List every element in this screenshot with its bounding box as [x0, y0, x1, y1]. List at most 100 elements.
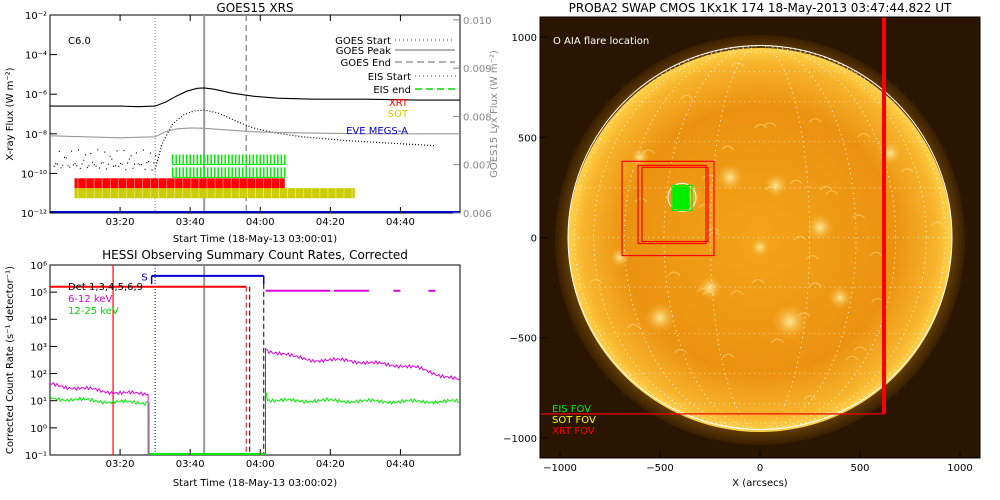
longitude-line	[574, 45, 946, 430]
hessi-legend-label: Det 1,3,4,5,6,9	[68, 282, 143, 293]
hessi-series-line-0	[50, 381, 149, 397]
hessi-y-tick-label: 10⁵	[30, 288, 47, 299]
hessi-y-tick-label: 10³	[30, 342, 47, 353]
swap-title: PROBA2 SWAP CMOS 1Kx1K 174 18-May-2013 0…	[569, 1, 952, 15]
goes-xlabel: Start Time (18-May-13 03:00:01)	[173, 234, 337, 245]
hessi-y-tick-label: 10¹	[30, 397, 47, 408]
active-region-glow	[644, 301, 676, 334]
hessi-series-line-3	[265, 392, 460, 406]
longitude-line	[623, 45, 897, 430]
active-region-glow	[750, 237, 770, 258]
xrt-fov-edge	[882, 17, 886, 414]
goes-series-line-0	[50, 87, 460, 108]
hessi-series-line-1	[265, 348, 460, 381]
fov-rectangle	[641, 166, 709, 243]
active-region-glow	[806, 213, 834, 242]
eve-megs-a-band	[50, 211, 460, 213]
eis-band-row-0	[171, 154, 286, 165]
hessi-x-tick-label: 03:20	[106, 459, 135, 470]
fov-rectangle	[621, 160, 715, 257]
goes-y2-tick-label: 0.006	[463, 209, 492, 220]
hessi-title: HESSI Observing Summary Count Rates, Cor…	[102, 248, 408, 262]
swap-x-tick-label: 500	[850, 463, 869, 474]
goes-y-tick-label: 10⁻⁶	[25, 90, 47, 101]
goes-series-line-2	[50, 127, 460, 139]
active-region-glow	[610, 247, 630, 268]
goes-y2-tick-label: 0.010	[463, 16, 492, 27]
swap-y-tick-label: 500	[518, 133, 537, 144]
goes-legend-label: XRT	[389, 98, 409, 109]
goes-legend-label: EIS Start	[368, 72, 411, 83]
longitude-line	[593, 45, 927, 430]
hessi-legend-label: 6-12 keV	[68, 294, 112, 305]
goes-y-tick-label: 10⁻¹⁰	[21, 169, 47, 180]
hessi-y-tick-label: 10²	[30, 370, 47, 381]
goes-x-tick-label: 04:40	[386, 217, 415, 228]
swap-x-tick-label: −1000	[543, 463, 577, 474]
swap-y-tick-label: −500	[510, 334, 537, 345]
goes-y2-tick-label: 0.009	[463, 64, 492, 75]
swap-annotation: O AIA flare location	[553, 36, 649, 47]
hessi-x-tick-label: 04:40	[386, 459, 415, 470]
xrt-band	[74, 178, 285, 189]
active-region-glow	[698, 275, 722, 300]
coronal-loops	[589, 62, 944, 400]
hessi-y-tick-label: 10⁶	[30, 261, 47, 272]
hessi-x-tick-label: 04:20	[316, 459, 345, 470]
swap-y-tick-label: 1000	[512, 33, 537, 44]
active-region-glow	[630, 147, 650, 168]
hessi-series-line-2	[50, 395, 149, 407]
goes-x-tick-label: 04:00	[246, 217, 275, 228]
swap-x-tick-label: 0	[757, 463, 763, 474]
swap-legend-label: XRT FOV	[552, 426, 595, 437]
goes-x-tick-label: 03:40	[176, 217, 205, 228]
hessi-xlabel: Start Time (18-May-13 03:00:02)	[173, 478, 337, 489]
hessi-y-tick-label: 10⁻¹	[25, 451, 47, 462]
hessi-panel: HESSI Observing Summary Count Rates, Cor…	[5, 248, 461, 489]
swap-legend-label: SOT FOV	[552, 415, 596, 426]
hessi-legend-label: 12-25 keV	[68, 306, 119, 317]
hessi-x-tick-label: 03:40	[176, 459, 205, 470]
active-region-glow	[772, 303, 808, 340]
eis-slit-positions	[672, 186, 690, 210]
goes-legend-label: GOES Peak	[336, 46, 391, 57]
goes-low-channel-scatter	[53, 149, 158, 171]
goes-x-tick-label: 03:20	[106, 217, 135, 228]
goes-legend-label: EVE MEGS-A	[346, 126, 408, 137]
hessi-y-tick-label: 10⁰	[30, 424, 47, 435]
aia-flare-location-circle	[667, 182, 697, 212]
swap-x-tick-label: 1000	[947, 463, 972, 474]
goes-ylabel-left: X-ray Flux (W m⁻²)	[5, 67, 16, 160]
goes-y-tick-label: 10⁻⁴	[25, 51, 47, 62]
swap-legend-label: EIS FOV	[552, 404, 591, 415]
swap-panel: PROBA2 SWAP CMOS 1Kx1K 174 18-May-2013 0…	[503, 1, 981, 489]
goes-x-tick-label: 04:20	[316, 217, 345, 228]
xrt-band-gaps	[77, 178, 280, 189]
goes-legend-label: SOT	[388, 109, 409, 120]
goes-panel: GOES15 XRS 03:20 03:40 04:00 04:20 04:40 10⁻¹…	[5, 1, 500, 245]
goes-ylabel-right: GOES15 Lyx Flux (W m⁻²)	[489, 50, 500, 178]
swap-xlabel: X (arcsecs)	[732, 478, 788, 489]
active-region-glow	[828, 285, 852, 310]
fov-rectangle	[671, 184, 693, 212]
swap-y-tick-label: −1000	[503, 434, 537, 445]
goes-y2-tick-label: 0.008	[463, 112, 492, 123]
goes-legend-label: EIS end	[373, 85, 411, 96]
hessi-y-tick-label: 10⁴	[30, 315, 47, 326]
goes-title: GOES15 XRS	[216, 1, 293, 15]
sot-band-gaps	[77, 188, 353, 199]
hessi-s-label: S	[141, 273, 147, 284]
active-region-glow	[764, 173, 788, 198]
eis-band-row-1	[171, 167, 286, 178]
swap-y-tick-label: 0	[531, 234, 537, 245]
goes-legend-label: GOES Start	[335, 36, 391, 47]
goes-y-tick-label: 10⁻²	[25, 11, 47, 22]
goes-series-line-1	[154, 109, 436, 170]
swap-x-tick-label: −500	[646, 463, 673, 474]
goes-y-tick-label: 10⁻¹²	[21, 209, 47, 220]
goes-legend-label: GOES End	[341, 58, 391, 69]
active-region-glow	[716, 163, 744, 192]
goes-y-tick-label: 10⁻⁸	[25, 130, 47, 141]
hessi-x-tick-label: 04:00	[246, 459, 275, 470]
